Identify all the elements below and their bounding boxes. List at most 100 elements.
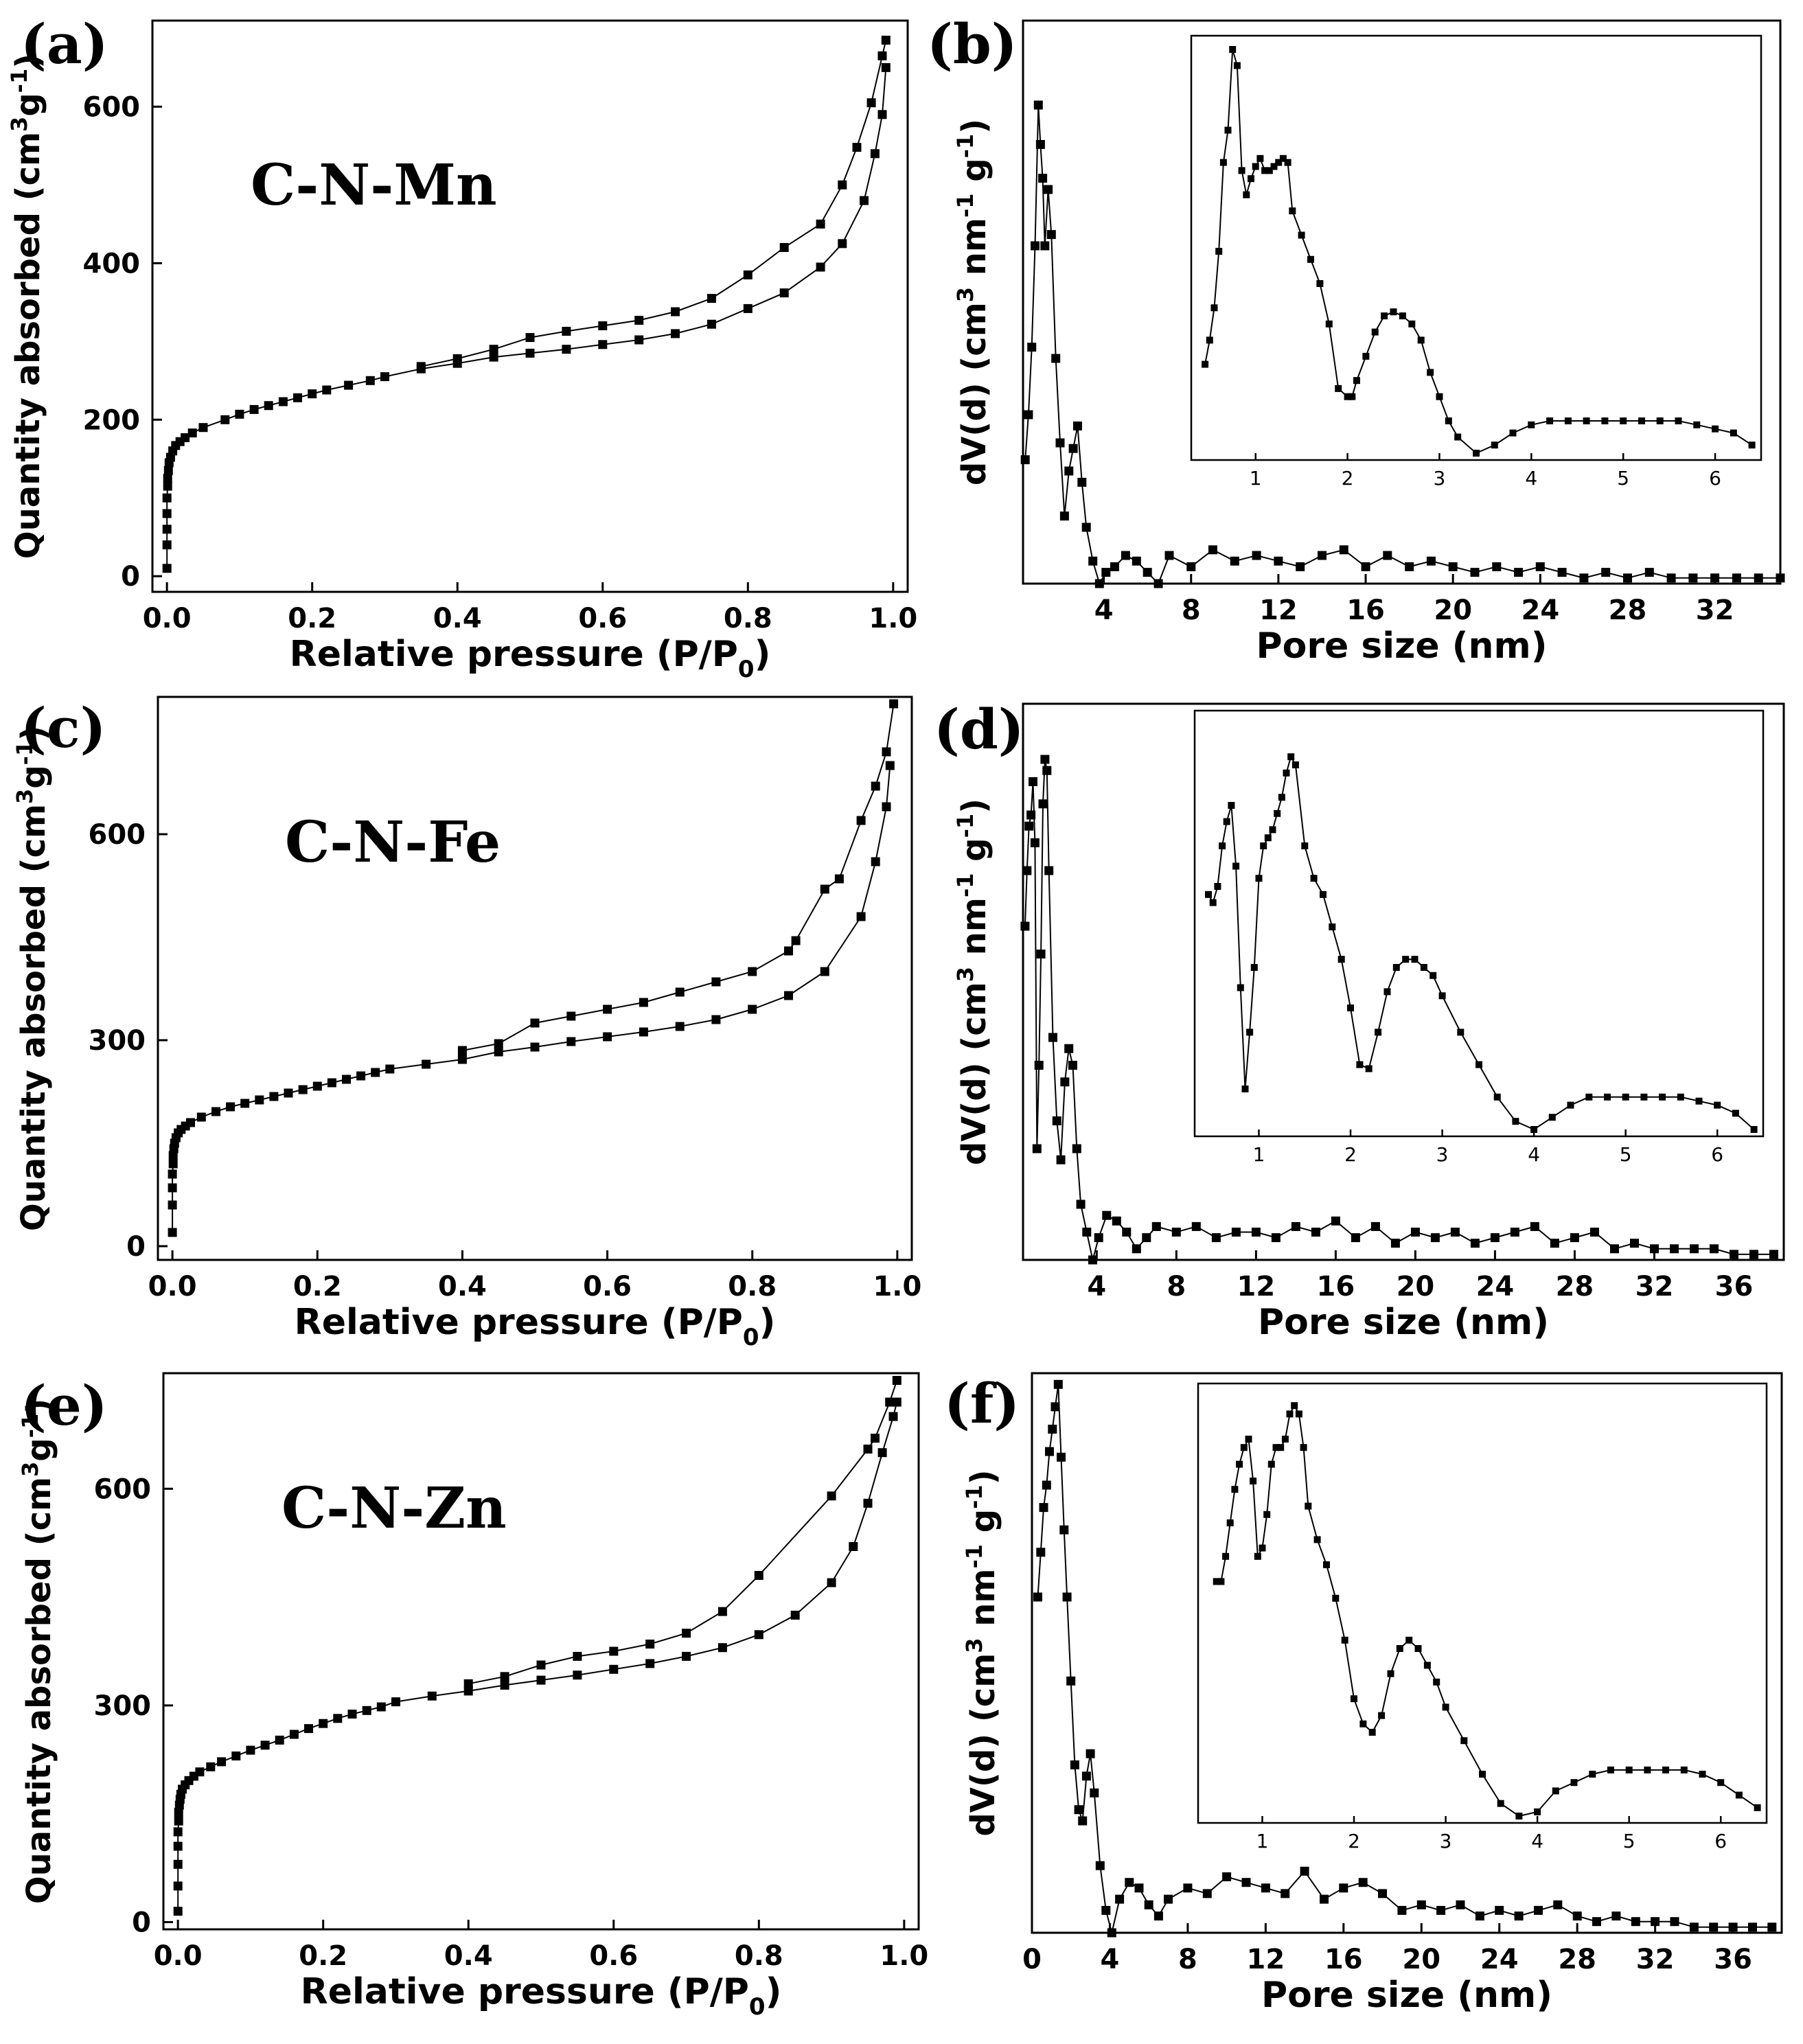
series-psd-point: [1767, 1922, 1777, 1932]
inset-series-point: [1640, 1093, 1648, 1101]
y-axis-title: dV(d) (cm3 nm-1 g-1): [961, 1469, 1002, 1836]
inset-series-point: [1254, 1552, 1261, 1560]
series-adsorption-point: [376, 1702, 386, 1712]
series-psd-point: [1709, 1922, 1719, 1932]
series-adsorption-point: [717, 1643, 727, 1653]
series-adsorption-point: [603, 1032, 612, 1042]
series-desorption-point: [882, 747, 891, 757]
series-adsorption-point: [308, 389, 317, 399]
series-desorption-point: [639, 998, 648, 1007]
series-psd-point: [1088, 556, 1098, 566]
series-adsorption-point: [536, 1675, 546, 1685]
series-psd-point: [1101, 568, 1111, 577]
series-psd-point: [1186, 562, 1196, 571]
inset-frame: [1193, 709, 1765, 1138]
series-desorption-point: [743, 270, 753, 279]
x-tick-label: 0.0: [148, 1271, 197, 1302]
inset-series-point: [1390, 308, 1397, 316]
inset-series-point: [1270, 163, 1278, 170]
series-psd-point: [1590, 1228, 1599, 1237]
series-adsorption-point: [163, 481, 172, 491]
inset-series-point: [1250, 1478, 1257, 1484]
x-tick-label: 8: [1182, 595, 1201, 626]
series-psd-point: [1072, 1144, 1081, 1153]
series-adsorption-point: [489, 352, 498, 362]
y-tick-label: 0: [121, 561, 140, 593]
inset-series-point: [1236, 1460, 1243, 1468]
series-desorption-point: [717, 1607, 727, 1616]
series-psd-point: [1456, 1900, 1465, 1909]
y-axis-title-part: ): [14, 726, 53, 741]
x-axis-title-part: Pore size (nm): [1256, 625, 1548, 667]
series-adsorption-point: [385, 1064, 395, 1074]
y-axis-title-part: ): [20, 1399, 58, 1414]
series-psd-point: [1426, 556, 1436, 566]
x-tick-label: 28: [1556, 1271, 1594, 1302]
x-axis-title-part: Relative pressure (P/P: [301, 1971, 749, 2012]
series-adsorption-point: [168, 1200, 177, 1210]
series-psd-point: [1030, 838, 1040, 847]
series-psd-point: [1020, 455, 1030, 465]
series-adsorption-point: [173, 1859, 183, 1869]
inset-series-point: [1359, 1720, 1367, 1727]
series-adsorption-point: [671, 329, 680, 338]
series-psd-point: [1688, 573, 1698, 583]
series-desorption-point: [838, 180, 847, 190]
sample-label: C-N-Mn: [251, 152, 497, 218]
inset-series-point: [1460, 1737, 1468, 1745]
series-adsorption-point: [198, 423, 208, 433]
inset-series-point: [1265, 167, 1273, 174]
y-axis-title-part: -1: [6, 69, 32, 93]
y-axis-title-part: 3: [952, 287, 978, 302]
series-psd-point: [1710, 1244, 1719, 1254]
inset-series-point: [1245, 1436, 1252, 1443]
inset-series-point: [1392, 964, 1400, 971]
inset-series-point: [1214, 883, 1221, 890]
series-psd-point: [1032, 1144, 1042, 1153]
inset-series-point: [1224, 126, 1232, 134]
series-adsorption-point: [322, 385, 332, 395]
series-desorption-point: [820, 884, 829, 894]
inset-series-point: [1344, 393, 1351, 400]
series-psd-point: [1535, 562, 1545, 571]
series-psd-point: [1749, 1250, 1758, 1259]
y-tick-label: 200: [83, 404, 141, 436]
inset-series-point: [1316, 280, 1324, 287]
series-psd-point: [1068, 444, 1078, 453]
series-adsorption-point: [860, 196, 869, 205]
series-adsorption-point: [422, 1059, 431, 1069]
series-psd-point: [1073, 421, 1082, 430]
inset-series-point: [1298, 231, 1305, 239]
y-tick-label: 0: [132, 1907, 151, 1938]
x-tick-label: 12: [1247, 1944, 1285, 1975]
series-adsorption-point: [162, 493, 172, 503]
series-adsorption-point: [877, 1448, 887, 1458]
series-adsorption-point: [530, 1042, 540, 1052]
series-psd-point: [1651, 1917, 1660, 1927]
inset-series-point: [1411, 956, 1419, 963]
series-psd-point: [1095, 1861, 1105, 1870]
inset-series-point: [1497, 1800, 1504, 1807]
series-psd-point: [1534, 1905, 1543, 1915]
series-psd-point: [1039, 1503, 1048, 1513]
inset-series-point: [1289, 207, 1296, 215]
series-psd-point: [1351, 1233, 1360, 1243]
series-adsorption-point: [609, 1664, 619, 1674]
inset-series-point: [1219, 159, 1227, 166]
series-psd-point: [1024, 410, 1033, 420]
series-desorption-point: [457, 1046, 467, 1055]
inset-series-point: [1399, 312, 1406, 320]
x-tick-label: 24: [1521, 595, 1560, 626]
series-adsorption-point: [711, 1015, 721, 1024]
series-psd-point: [1514, 1911, 1524, 1921]
series-psd-point: [1164, 1894, 1173, 1904]
series-adsorption-point: [566, 1037, 576, 1046]
series-psd-point: [1732, 573, 1741, 583]
series-desorption-point: [779, 243, 789, 252]
series-desorption-point: [871, 1434, 880, 1443]
series-psd-point: [1710, 573, 1720, 583]
x-tick-label: 12: [1259, 595, 1298, 626]
inset-series-point: [1259, 1544, 1266, 1552]
x-axis-title-part: ): [755, 634, 771, 675]
series-adsorption-point: [784, 991, 793, 1000]
